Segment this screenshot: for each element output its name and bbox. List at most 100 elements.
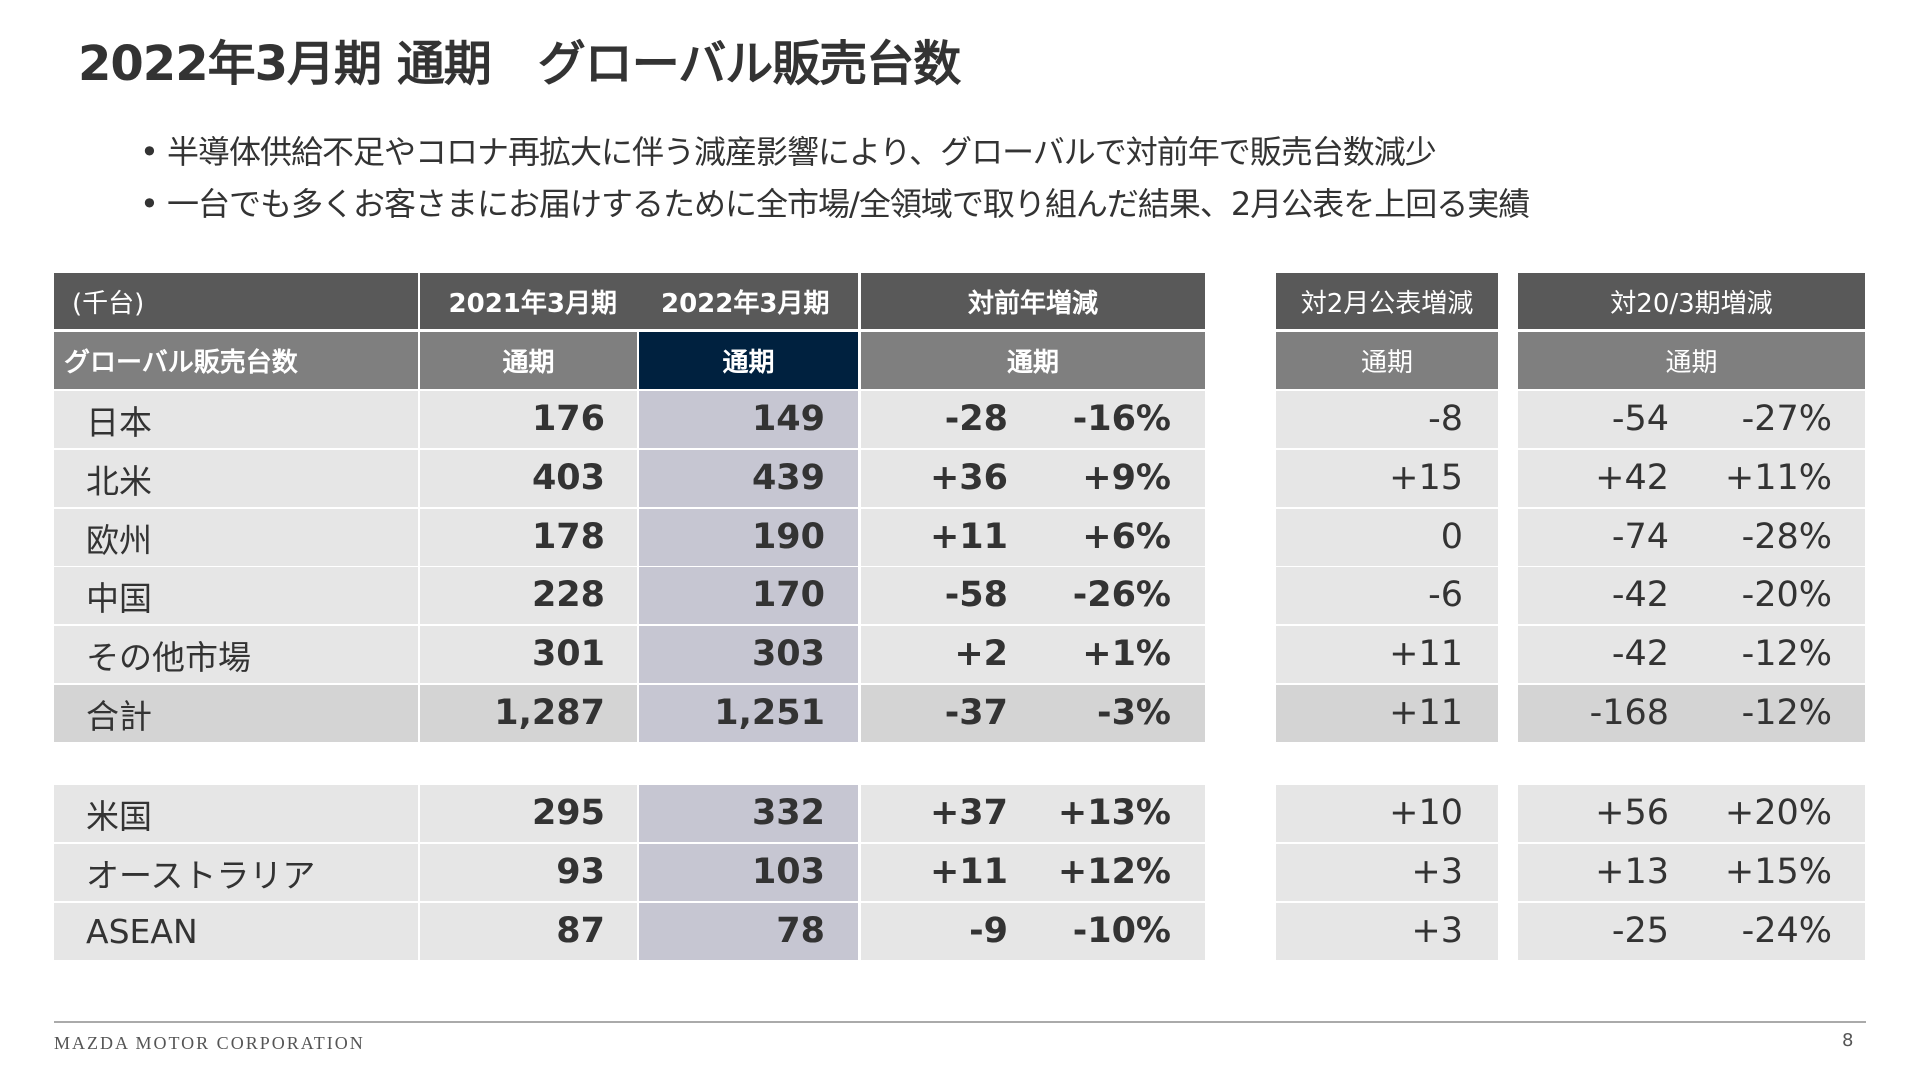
yoy-pct-value: +9% [1082,458,1171,498]
table-cell [1518,903,1865,960]
table-cell [420,626,637,683]
fy2021-header: 2021年3月期 [448,288,617,319]
fy2021-value: 295 [531,793,605,833]
table-cell [861,785,1205,842]
fy2022-value: 303 [751,634,825,674]
table-cell [420,785,637,842]
fy2022-period: 通期 [639,332,858,389]
yoy-value: +11 [929,517,1008,557]
table-cell [1518,844,1865,901]
vs-fy20-pct-value: -20% [1741,575,1832,615]
vs-fy20-pct-value: +20% [1724,793,1832,833]
region-label: 中国 [54,567,418,624]
company-name: MAZDA MOTOR CORPORATION [54,1033,365,1053]
bullet-item: 一台でも多くお客さまにお届けするために全市場/全領域で取り組んだ結果、2月公表を… [140,178,1530,230]
table-cell [861,509,1205,566]
vs-fy20-header: 対20/3期増減 [1518,273,1865,329]
region-label: ASEAN [54,903,418,960]
yoy-value: -9 [969,911,1008,951]
vs-feb-value: +11 [1389,693,1463,733]
table-cell [861,626,1205,683]
table-cell [1276,626,1498,683]
table-cell [420,450,637,507]
vs-fy20-value: -74 [1611,517,1669,557]
table-cell [1518,450,1865,507]
table-cell [861,567,1205,624]
vs-feb-header: 対2月公表増減 [1276,273,1498,329]
yoy-pct-value: +12% [1057,852,1171,892]
fy2022-value: 190 [751,517,825,557]
table-cell [1276,509,1498,566]
bullet-list: 半導体供給不足やコロナ再拡大に伴う減産影響により、グローバルで対前年で販売台数減… [140,126,1530,230]
table-cell [420,567,637,624]
table-cell [639,685,858,742]
yoy-pct-value: -3% [1097,693,1171,733]
fy2022-header: 2022年3月期 [661,288,830,319]
yoy-pct-value: -16% [1072,399,1171,439]
region-label: 欧州 [54,509,418,566]
table-cell [420,509,637,566]
table-cell [639,903,858,960]
vs-feb-value: +3 [1411,911,1463,951]
vs-fy20-pct-value: -12% [1741,693,1832,733]
table-cell [1276,785,1498,842]
table-cell [420,685,637,742]
fy2022-value: 103 [751,852,825,892]
yoy-value: +37 [929,793,1008,833]
table-cell [1518,685,1865,742]
yoy-header: 対前年増減 [861,273,1205,329]
table-cell [861,844,1205,901]
vs-fy20-value: -168 [1589,693,1669,733]
yoy-value: -37 [944,693,1008,733]
fy2022-value: 78 [776,911,825,951]
table-cell [1276,685,1498,742]
region-label: その他市場 [54,626,418,683]
table-cell [1276,450,1498,507]
vs-feb-period: 通期 [1276,332,1498,389]
region-label: 北米 [54,450,418,507]
table-cell [861,450,1205,507]
table-cell [1518,509,1865,566]
region-label: 日本 [54,391,418,448]
vs-fy20-value: -54 [1611,399,1669,439]
table-cell [639,567,858,624]
vs-fy20-pct-value: -24% [1741,911,1832,951]
yoy-value: +2 [954,634,1008,674]
yoy-value: -28 [944,399,1008,439]
vs-feb-value: +10 [1389,793,1463,833]
yoy-pct-value: +13% [1057,793,1171,833]
yoy-pct-value: -26% [1072,575,1171,615]
yoy-pct-value: +1% [1082,634,1171,674]
vs-fy20-value: -42 [1611,634,1669,674]
footer-divider [54,1021,1866,1023]
vs-feb-value: +15 [1389,458,1463,498]
table-cell [1518,785,1865,842]
fy2022-value: 439 [751,458,825,498]
vs-fy20-value: +13 [1595,852,1669,892]
fy-header-group: 2021年3月期 2022年3月期 [420,273,858,329]
fy2021-value: 178 [531,517,605,557]
region-label: オーストラリア [54,844,418,901]
unit-label: (千台) [54,273,418,329]
yoy-value: +11 [929,852,1008,892]
fy2022-value: 1,251 [714,693,825,733]
table-cell [1518,391,1865,448]
table-cell [1276,391,1498,448]
fy2022-value: 332 [751,793,825,833]
fy2021-value: 93 [556,852,605,892]
region-label: 合計 [54,685,418,742]
yoy-value: +36 [929,458,1008,498]
table-cell [1276,903,1498,960]
table-cell [639,450,858,507]
vs-fy20-pct-value: -12% [1741,634,1832,674]
fy2021-period: 通期 [420,332,637,389]
fy2021-value: 403 [531,458,605,498]
vs-feb-value: -6 [1428,575,1463,615]
fy2022-value: 149 [751,399,825,439]
table-cell [639,844,858,901]
table-cell [420,903,637,960]
fy2022-value: 170 [751,575,825,615]
vs-fy20-value: +42 [1595,458,1669,498]
table-cell [639,785,858,842]
table-cell [639,391,858,448]
